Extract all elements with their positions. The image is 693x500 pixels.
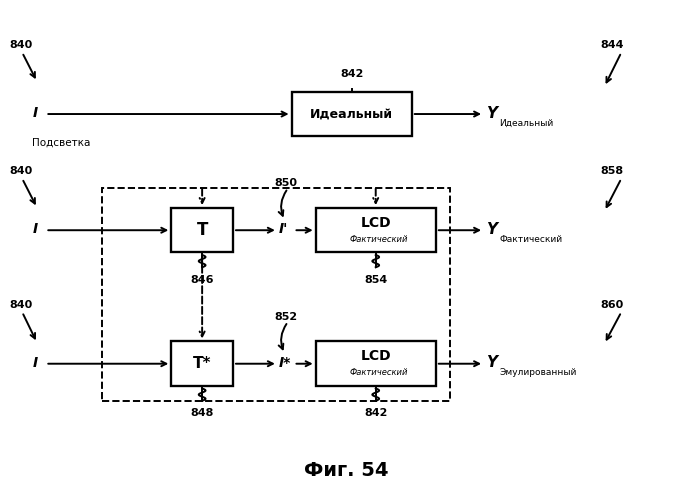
Text: Фиг. 54: Фиг. 54	[304, 460, 389, 479]
Bar	[315, 342, 436, 386]
Text: I*: I*	[279, 356, 292, 370]
Text: 840: 840	[10, 300, 33, 310]
Text: LCD: LCD	[360, 216, 391, 230]
Text: Y: Y	[486, 222, 497, 236]
Text: Y: Y	[486, 355, 497, 370]
Text: I: I	[33, 222, 37, 236]
Bar	[171, 208, 233, 252]
Text: T: T	[196, 221, 208, 239]
Text: Фактический: Фактический	[350, 234, 408, 244]
Bar	[315, 208, 436, 252]
Text: Подсветка: Подсветка	[33, 138, 91, 147]
Text: 854: 854	[364, 274, 387, 284]
Text: 850: 850	[274, 178, 297, 188]
Text: 842: 842	[340, 70, 363, 80]
Text: Y: Y	[486, 106, 497, 120]
Text: Фактический: Фактический	[499, 234, 562, 244]
Text: I: I	[33, 356, 37, 370]
Text: Эмулированный: Эмулированный	[499, 368, 577, 377]
Text: I: I	[33, 106, 37, 120]
Text: I': I'	[279, 222, 288, 236]
Text: LCD: LCD	[360, 350, 391, 364]
Text: 848: 848	[191, 408, 214, 418]
Text: Фактический: Фактический	[350, 368, 408, 377]
Text: 844: 844	[601, 40, 624, 50]
Bar	[292, 92, 412, 136]
Text: Идеальный: Идеальный	[310, 108, 393, 120]
Text: T*: T*	[193, 356, 211, 371]
Text: 858: 858	[601, 166, 624, 176]
Text: 846: 846	[191, 274, 214, 284]
Text: 842: 842	[364, 408, 387, 418]
Bar	[103, 188, 450, 401]
Text: 840: 840	[10, 166, 33, 176]
Text: 860: 860	[601, 300, 624, 310]
Bar	[171, 342, 233, 386]
Text: 840: 840	[10, 40, 33, 50]
Text: 852: 852	[274, 312, 297, 322]
Text: Идеальный: Идеальный	[499, 118, 554, 128]
